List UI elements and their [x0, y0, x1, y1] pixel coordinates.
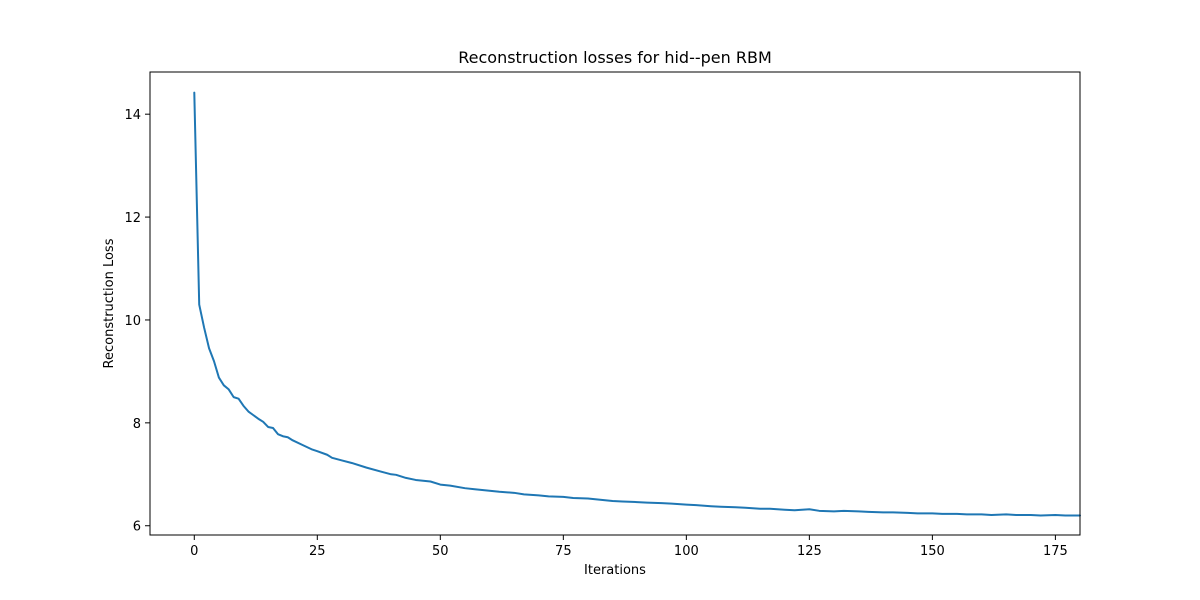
plot-frame: [149, 71, 1081, 536]
x-tick-label: 100: [674, 544, 699, 559]
x-tick-label: 175: [1043, 544, 1068, 559]
x-tick-label: 50: [432, 544, 449, 559]
y-tick-label: 6: [133, 520, 141, 535]
x-tick-label: 25: [309, 544, 326, 559]
loss-series-line: [193, 91, 1081, 517]
x-tick-label: 0: [190, 544, 198, 559]
y-axis-ticks: 6 8 10 12 14: [124, 108, 150, 535]
x-tick-label: 75: [555, 544, 572, 559]
y-axis-label: Reconstruction Loss: [102, 238, 117, 368]
y-tick-label: 14: [124, 108, 141, 123]
y-tick-label: 12: [124, 211, 141, 226]
x-tick-label: 125: [797, 544, 822, 559]
x-axis-ticks: 0 25 50 75 100 125 150 175: [190, 535, 1068, 559]
x-tick-label: 150: [920, 544, 945, 559]
chart-title: Reconstruction losses for hid--pen RBM: [458, 48, 772, 67]
y-tick-label: 8: [133, 417, 141, 432]
x-axis-label: Iterations: [584, 563, 646, 578]
y-tick-label: 10: [124, 314, 141, 329]
